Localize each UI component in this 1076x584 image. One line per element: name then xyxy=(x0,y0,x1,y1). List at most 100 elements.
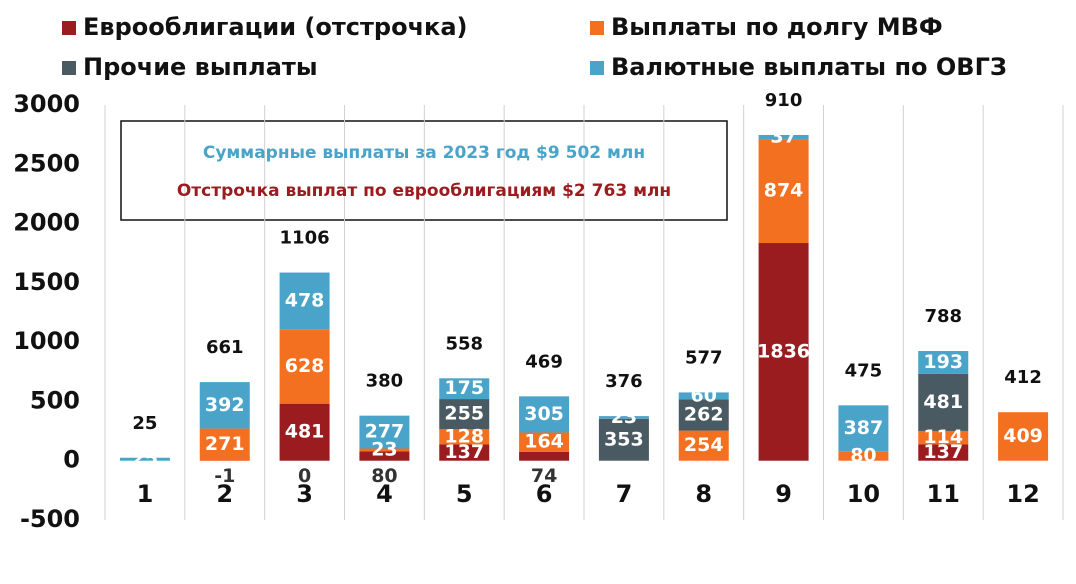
bar-segment xyxy=(359,415,410,449)
legend-label: Прочие выплаты xyxy=(83,53,318,81)
bar-segment xyxy=(199,428,250,461)
data-label: 128 xyxy=(444,425,484,447)
data-label: 254 xyxy=(684,434,724,456)
bar-segment xyxy=(838,451,889,461)
bar-segment xyxy=(838,405,889,452)
bar-segment xyxy=(998,412,1049,461)
total-label: 910 xyxy=(765,90,803,111)
total-label: 558 xyxy=(445,333,483,354)
total-label: 376 xyxy=(605,371,643,392)
x-tick-label: 2 xyxy=(216,480,233,508)
x-tick-label: 9 xyxy=(775,480,792,508)
y-tick-label: 1000 xyxy=(13,327,80,355)
data-label: 23 xyxy=(371,438,397,460)
bar-segment xyxy=(439,444,490,461)
bar-segment xyxy=(758,134,809,140)
data-label: 164 xyxy=(524,431,564,453)
bar-segment xyxy=(678,399,729,431)
bar-segment xyxy=(519,396,570,433)
y-tick-label: 2000 xyxy=(13,209,80,237)
x-tick-label: 6 xyxy=(536,480,553,508)
total-label: 475 xyxy=(845,360,883,381)
data-label: 305 xyxy=(524,403,564,425)
x-tick-label: 3 xyxy=(296,480,313,508)
total-label: 661 xyxy=(206,337,244,358)
data-label: 25 xyxy=(132,448,158,470)
x-tick-label: 4 xyxy=(376,480,393,508)
legend-label: Выплаты по долгу МВФ xyxy=(611,13,943,41)
data-label: 74 xyxy=(531,465,557,487)
total-label: 412 xyxy=(1004,367,1042,388)
bar-segment xyxy=(199,382,250,429)
data-label: 392 xyxy=(205,394,245,416)
data-label: -1 xyxy=(214,465,235,487)
bar-segment xyxy=(439,399,490,430)
bar-segment xyxy=(678,430,729,461)
y-tick-label: 1500 xyxy=(13,268,80,296)
legend-swatch xyxy=(62,61,76,75)
y-tick-label: 0 xyxy=(63,446,80,474)
bar-segment xyxy=(359,448,410,452)
y-tick-label: -500 xyxy=(20,505,80,533)
data-label: 0 xyxy=(298,465,311,487)
data-label: 874 xyxy=(764,180,804,202)
total-label: 469 xyxy=(525,351,563,372)
data-label: 1836 xyxy=(757,340,810,362)
data-label: 409 xyxy=(1003,425,1043,447)
x-tick-label: 11 xyxy=(927,480,960,508)
data-label: 353 xyxy=(604,428,644,450)
data-label: 262 xyxy=(684,404,724,426)
bar-segment xyxy=(519,451,570,461)
data-label: 137 xyxy=(923,441,963,463)
bar-segment xyxy=(279,272,330,330)
bar-segment xyxy=(598,416,649,419)
data-label: 481 xyxy=(923,391,963,413)
x-tick-label: 7 xyxy=(616,480,633,508)
bar-segment xyxy=(119,457,170,461)
bar-segment xyxy=(439,429,490,445)
data-label: 175 xyxy=(444,377,484,399)
x-tick-label: 8 xyxy=(695,480,712,508)
data-label: 193 xyxy=(923,351,963,373)
y-tick-label: 500 xyxy=(30,386,80,414)
bar-segment xyxy=(758,243,809,461)
data-label: 60 xyxy=(691,384,717,406)
y-tick-label: 2500 xyxy=(13,149,80,177)
bar-segment xyxy=(918,430,969,445)
bar-segment xyxy=(758,139,809,244)
bar-segment xyxy=(678,392,729,400)
bar-segment xyxy=(359,451,410,461)
bar-segment xyxy=(598,418,649,461)
data-label: 137 xyxy=(444,441,484,463)
bar-segment xyxy=(519,432,570,452)
total-label: 577 xyxy=(685,347,723,368)
data-label: 255 xyxy=(444,403,484,425)
bar-segment xyxy=(918,351,969,374)
data-label: 387 xyxy=(844,417,884,439)
legend-swatch xyxy=(590,61,604,75)
data-label: 277 xyxy=(365,421,405,443)
total-label: 25 xyxy=(132,413,157,434)
x-tick-label: 10 xyxy=(847,480,880,508)
data-label: 481 xyxy=(285,421,325,443)
annotation: Суммарные выплаты за 2023 год $9 502 млн xyxy=(203,143,645,163)
bar-segment xyxy=(918,373,969,431)
legend-swatch xyxy=(62,21,76,35)
annotation: Отстрочка выплат по еврооблигациям $2 76… xyxy=(177,181,671,201)
total-label: 1106 xyxy=(280,228,330,249)
total-label: 380 xyxy=(366,371,404,392)
data-label: 114 xyxy=(923,426,963,448)
data-label: 628 xyxy=(285,355,325,377)
bar-segment xyxy=(439,378,490,400)
bar-segment xyxy=(279,403,330,461)
data-label: 80 xyxy=(850,444,876,466)
data-label: 80 xyxy=(371,465,397,487)
x-tick-label: 12 xyxy=(1006,480,1039,508)
bar-segment xyxy=(279,329,330,404)
data-label: 23 xyxy=(611,406,637,428)
legend-label: Валютные выплаты по ОВГЗ xyxy=(611,53,1007,81)
total-label: 788 xyxy=(924,306,962,327)
data-label: 271 xyxy=(205,433,245,455)
legend-swatch xyxy=(590,21,604,35)
